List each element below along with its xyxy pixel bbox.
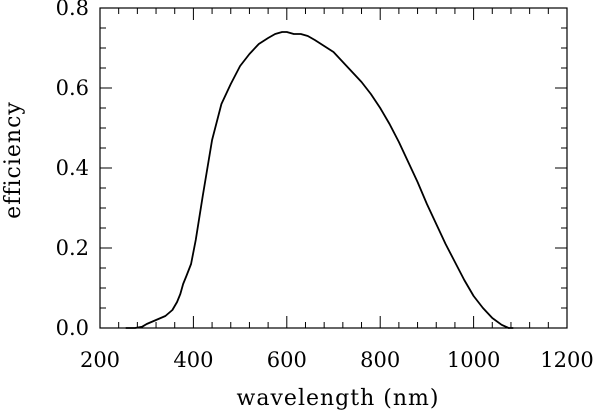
x-tick-label: 1000	[447, 348, 500, 372]
y-tick-label: 0.6	[56, 76, 89, 100]
y-tick-label: 0.8	[56, 0, 89, 20]
tick-labels: 200 400 600 800 1000 1200 0.0 0.2 0.4 0.6 0.8	[56, 0, 594, 372]
x-tick-label: 600	[267, 348, 307, 372]
y-axis-label: efficiency	[1, 101, 26, 219]
efficiency-curve	[125, 31, 514, 329]
plot-frame	[99, 7, 568, 329]
x-axis-label: wavelength (nm)	[237, 386, 440, 411]
y-tick-label: 0.2	[56, 236, 89, 260]
x-tick-label: 800	[360, 348, 400, 372]
x-tick-label: 400	[173, 348, 213, 372]
x-tick-label: 1200	[540, 348, 593, 372]
x-tick-label: 200	[80, 348, 120, 372]
y-tick-label: 0.0	[56, 316, 89, 340]
y-tick-label: 0.4	[56, 156, 89, 180]
axis-ticks	[99, 7, 568, 329]
